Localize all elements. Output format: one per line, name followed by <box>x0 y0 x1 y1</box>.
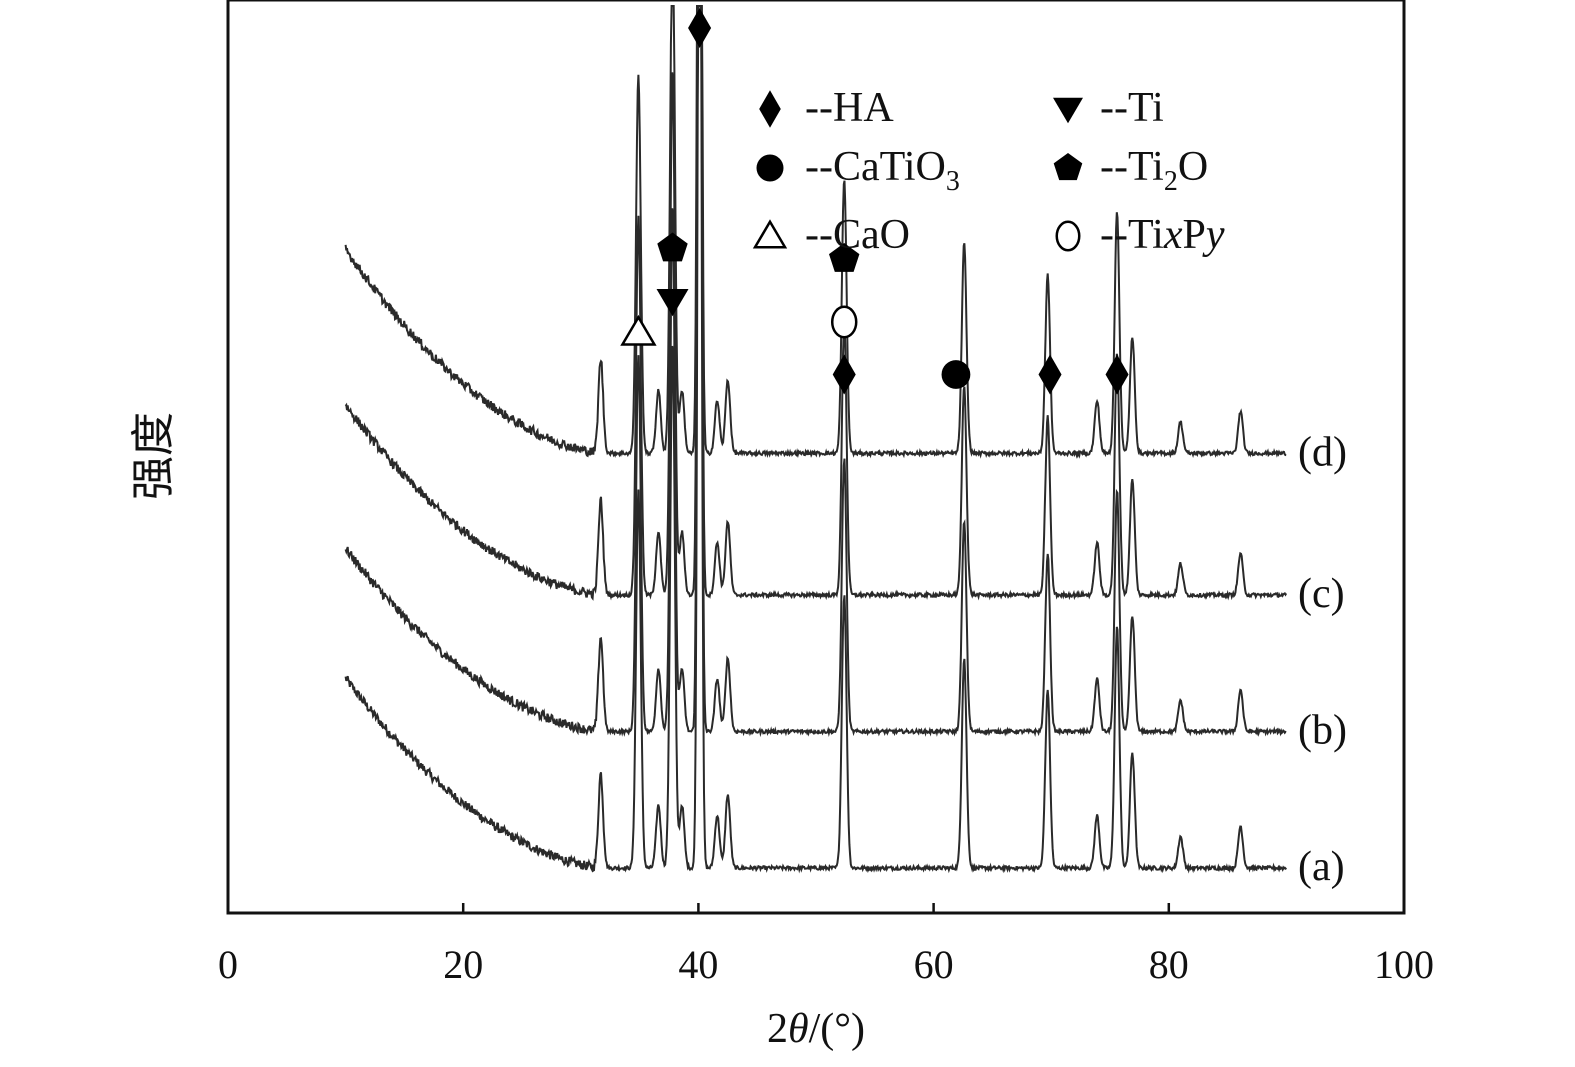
series-line-1 <box>344 5 1287 738</box>
x-tick-label-60: 60 <box>914 942 954 987</box>
x-tick-label-40: 40 <box>678 942 718 987</box>
marker-ha-4 <box>688 8 712 48</box>
phase-markers <box>620 8 1129 395</box>
legend-label-4: --CaO <box>805 212 910 258</box>
marker-ha-9 <box>1038 354 1062 395</box>
x-tick-label-0: 0 <box>218 942 238 987</box>
series-line-0 <box>344 5 1288 874</box>
legend-open-circle-icon <box>1055 220 1081 252</box>
legend-filled-circle-icon <box>756 154 784 182</box>
series-line-3 <box>344 5 1287 459</box>
x-tick-label-100: 100 <box>1374 942 1434 987</box>
series-label-1: (b) <box>1298 708 1347 754</box>
marker-ti2o-7 <box>829 243 860 272</box>
x-tick-label-80: 80 <box>1149 942 1189 987</box>
x-axis-title: 2θ/(°) <box>767 1006 865 1052</box>
x-axis-ticks: 0 20 40 60 80 100 <box>218 903 1434 987</box>
marker-catio3-8 <box>941 360 971 389</box>
legend-label-3: --Ti2O <box>1100 144 1208 197</box>
legend-pentagon-icon <box>1053 153 1083 181</box>
marker-ha-10 <box>1105 354 1129 395</box>
legend: --HA --Ti --CaTiO3 --Ti2O --CaO --TixPy <box>752 85 1225 258</box>
legend-open-triangle-icon <box>752 219 788 249</box>
marker-ti2o-2 <box>657 232 688 262</box>
marker-cao-0 <box>620 314 657 346</box>
series-layer: (a) (b) (c) (d) <box>344 5 1347 890</box>
series-label-2: (c) <box>1298 571 1345 617</box>
marker-ti-1 <box>656 289 689 317</box>
plot-frame <box>226 0 1406 915</box>
legend-label-1: --Ti <box>1100 85 1164 131</box>
legend-down-triangle-icon <box>1053 97 1083 124</box>
series-line-2 <box>344 5 1288 601</box>
legend-label-2: --CaTiO3 <box>805 144 960 197</box>
legend-diamond-icon <box>759 90 781 128</box>
legend-label-0: --HA <box>805 85 894 131</box>
y-axis-title: 强度 <box>128 412 179 500</box>
series-label-3: (d) <box>1298 429 1347 475</box>
marker-ha-5 <box>832 354 856 395</box>
legend-label-5: --TixPy <box>1100 212 1225 258</box>
series-label-0: (a) <box>1298 844 1345 890</box>
marker-tixpy-6 <box>830 305 858 339</box>
x-tick-label-20: 20 <box>443 942 483 987</box>
